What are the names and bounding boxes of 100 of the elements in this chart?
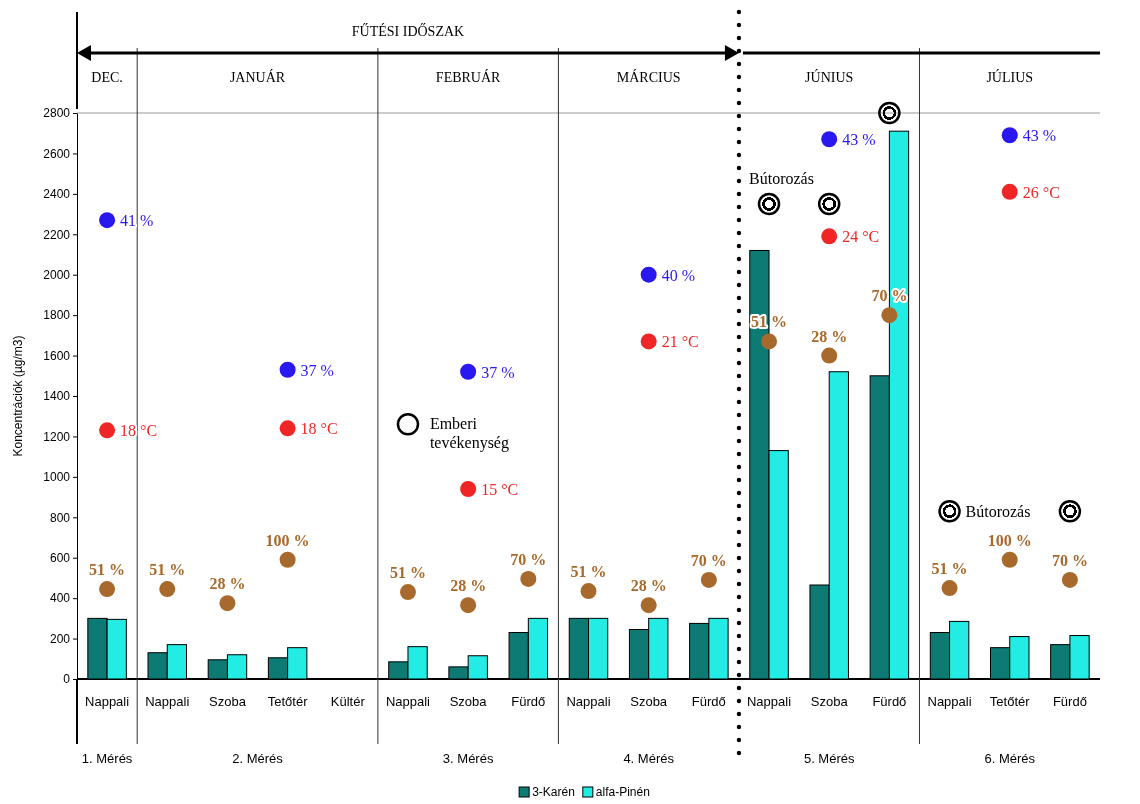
text: FEBRUÁR — [435, 69, 502, 85]
annotation: Emberi tevékenység — [429, 415, 509, 453]
annotation: 28 % — [450, 577, 487, 595]
x-tick-label: Fürdő — [691, 694, 726, 709]
y-tick-label: 2400 — [43, 187, 71, 202]
annotation: 70 % — [690, 551, 727, 569]
annotation: 18 °C — [300, 420, 338, 438]
annotation: 70 % — [1051, 551, 1088, 569]
point — [821, 228, 838, 245]
point — [520, 570, 537, 587]
x-tick-label: Fürdő — [1052, 694, 1087, 709]
point — [1001, 551, 1018, 568]
annotation: 15 °C — [481, 480, 519, 498]
point — [1001, 127, 1018, 144]
annotation: 100 % — [265, 531, 310, 549]
point — [761, 333, 778, 350]
point — [279, 361, 296, 378]
text: 5. Mérés — [803, 751, 855, 766]
annotation: 37 % — [481, 363, 515, 381]
x-tick-label: Tetőtér — [989, 694, 1031, 709]
x-tick-label: Fürdő — [511, 694, 546, 709]
point — [580, 583, 597, 600]
annotation: 100 % — [987, 531, 1032, 549]
x-tick-label: Szoba — [630, 694, 668, 709]
text: JÚNIUS — [805, 69, 854, 85]
text: FŰTÉSI IDŐSZAK — [351, 23, 465, 39]
annotation: 70 % — [871, 287, 908, 305]
y-tick-label: 1400 — [43, 389, 71, 404]
y-tick-label: 400 — [49, 591, 71, 606]
y-axis-title: Koncentrációk (µg/m3) — [11, 335, 25, 457]
y-tick-label: 1000 — [43, 470, 71, 485]
annotation: 43 % — [842, 131, 876, 149]
annotation: 70 % — [510, 550, 547, 568]
annotation: 41 % — [120, 212, 154, 230]
y-tick-label: 600 — [49, 551, 71, 566]
y-tick-label: 2800 — [43, 106, 71, 121]
annotation: 26 °C — [1022, 183, 1060, 201]
x-tick-label: Nappali — [385, 694, 431, 709]
annotation: 51 % — [389, 564, 426, 582]
point — [399, 584, 416, 601]
point — [881, 307, 898, 324]
point — [99, 212, 116, 229]
annotation: 28 % — [811, 327, 848, 345]
point — [219, 595, 236, 612]
y-tick-label: 2600 — [43, 146, 71, 161]
annotation: 43 % — [1022, 127, 1057, 145]
annotation: 24 °C — [842, 228, 880, 246]
text: 3. Mérés — [442, 751, 494, 766]
text: 2. Mérés — [232, 751, 284, 766]
y-tick-label: 0 — [63, 672, 71, 687]
text: MÁRCIUS — [616, 69, 681, 85]
y-tick-label: 2200 — [43, 227, 71, 242]
annotation: 18 °C — [120, 422, 158, 440]
annotation: Bútorozás — [965, 503, 1031, 521]
text: JÚLIUS — [986, 69, 1034, 85]
point — [640, 597, 657, 614]
point — [878, 101, 901, 125]
annotation: 40 % — [661, 266, 695, 284]
annotation: 51 % — [149, 561, 186, 579]
annotation: Bútorozás — [749, 170, 814, 188]
point — [99, 422, 116, 439]
annotation: 28 % — [209, 575, 246, 593]
x-tick-label: Nappali — [746, 694, 792, 709]
point — [279, 420, 296, 437]
x-tick-label: Tetőtér — [267, 694, 309, 709]
point — [159, 581, 176, 598]
point — [279, 551, 296, 568]
point — [640, 266, 657, 283]
y-tick-label: 200 — [49, 631, 71, 646]
point — [1058, 499, 1082, 523]
point — [941, 580, 958, 597]
annotation: 51 % — [89, 561, 126, 579]
x-tick-label: Szoba — [209, 694, 247, 709]
point — [821, 347, 838, 364]
point — [396, 413, 420, 436]
y-tick-label: 1800 — [43, 308, 71, 323]
x-tick-label: Kültér — [330, 694, 366, 709]
annotation: 28 % — [630, 577, 667, 595]
y-tick-label: 1200 — [43, 429, 71, 444]
text: JANUÁR — [229, 69, 286, 85]
point — [1061, 571, 1078, 588]
x-tick-label: Nappali — [927, 694, 972, 709]
annotation: 21 °C — [661, 333, 699, 351]
legend-label: alfa-Pinén — [595, 785, 650, 799]
point — [460, 597, 477, 614]
x-tick-label: Szoba — [810, 694, 849, 709]
y-tick-label: 800 — [49, 510, 71, 525]
x-tick-label: Fürdő — [872, 694, 907, 709]
x-tick-label: Nappali — [566, 694, 611, 709]
text: 4. Mérés — [623, 751, 675, 766]
point — [640, 333, 657, 350]
point — [938, 499, 961, 523]
text: 6. Mérés — [984, 751, 1036, 766]
annotation: 51 % — [751, 313, 788, 331]
point — [99, 581, 116, 598]
point — [817, 192, 841, 216]
point — [700, 571, 717, 588]
point — [821, 131, 838, 148]
annotation: 51 % — [570, 563, 607, 581]
text: 1. Mérés — [81, 751, 133, 766]
